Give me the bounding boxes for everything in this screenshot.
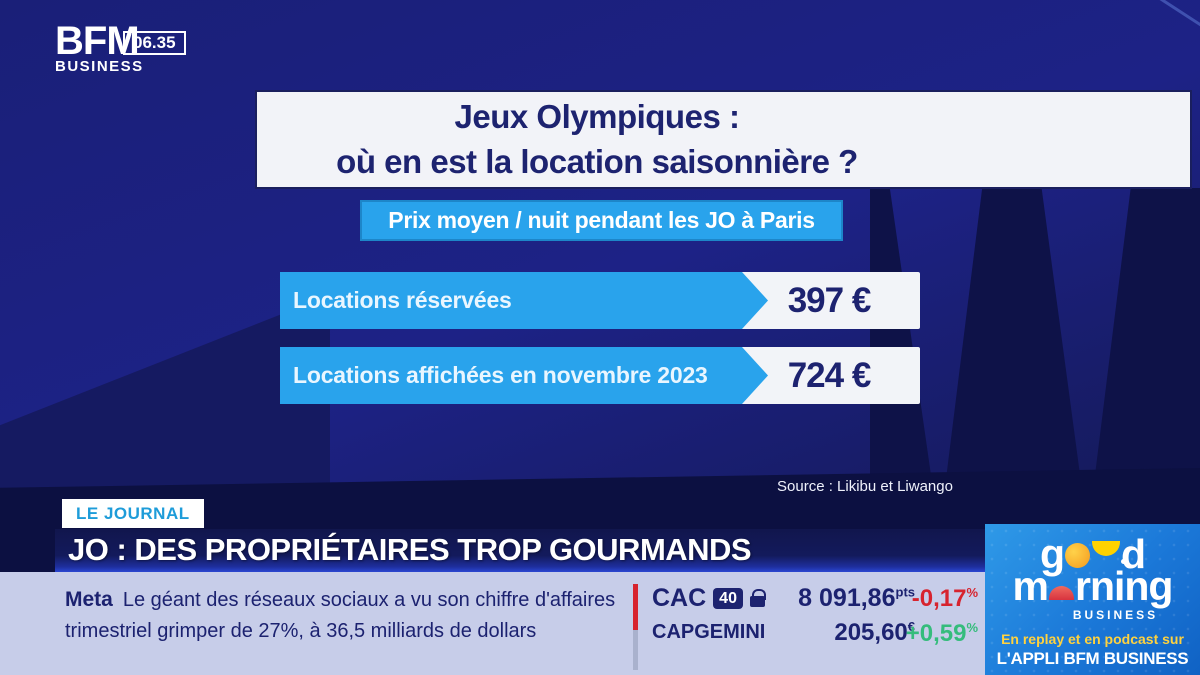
index-value-number: 8 091,86	[798, 584, 896, 612]
index-change-negative: -0,17%	[893, 585, 978, 613]
logo-letter: d	[1121, 531, 1146, 577]
logo-line-morning: m rning	[985, 562, 1200, 609]
studio-backdrop-streak	[1061, 0, 1200, 90]
ticker-story-label: Meta	[65, 588, 113, 611]
ticker-story-line1: Le géant des réseaux sociaux a vu son ch…	[122, 589, 616, 611]
index-value: 8 091,86pts	[750, 584, 915, 613]
infographic-title: Jeux Olympiques : où en est la location …	[257, 95, 937, 184]
infographic-title-line1: Jeux Olympiques :	[454, 97, 740, 135]
bar-label: Locations affichées en novembre 2023	[280, 347, 768, 404]
channel-logo-business: BUSINESS	[55, 58, 144, 75]
market-divider-red	[633, 584, 638, 630]
logo-letters: rning	[1074, 562, 1173, 609]
infographic-title-line2: où en est la location saisonnière ?	[336, 142, 858, 180]
stock-value: 205,60€	[750, 619, 915, 647]
index-change-number: -0,17	[911, 585, 967, 612]
orange-sun-icon	[1065, 543, 1090, 568]
market-divider-grey	[633, 630, 638, 670]
bar-label: Locations réservées	[280, 272, 768, 329]
stock-change-number: +0,59	[905, 620, 967, 647]
logo-letter: g	[1039, 531, 1065, 577]
infographic-subtitle: Prix moyen / nuit pendant les JO à Paris	[360, 200, 843, 241]
yellow-smile-icon	[1092, 541, 1126, 564]
bar-value: 724 €	[738, 347, 920, 404]
bar-value: 397 €	[738, 272, 920, 329]
lock-icon	[749, 589, 767, 607]
percent-sign: %	[966, 585, 978, 600]
index-value-unit: pts	[895, 584, 916, 600]
stock-value-number: 205,60	[834, 619, 908, 646]
infographic-title-box: Jeux Olympiques : où en est la location …	[255, 90, 1192, 189]
percent-sign: %	[966, 620, 978, 635]
logo-business-word: BUSINESS	[1072, 608, 1159, 623]
program-kicker: LE JOURNAL	[62, 499, 204, 528]
logo-letter: m	[1012, 562, 1049, 609]
ticker-story-line2: trimestriel grimper de 27%, à 36,5 milli…	[65, 620, 537, 642]
ticker-story: Meta Le géant des réseaux sociaux a vu so…	[65, 584, 625, 647]
index-badge-40: 40	[713, 588, 743, 609]
source-credit: Source : Likibu et Liwango	[777, 478, 953, 495]
red-dome-icon	[1048, 585, 1074, 600]
clock: 06.35	[123, 31, 186, 55]
headline-banner: JO : DES PROPRIÉTAIRES TROP GOURMANDS	[55, 529, 985, 572]
promo-replay-text: En replay et en podcast sur	[1001, 631, 1184, 648]
promo-app-text: L'APPLI BFM BUSINESS	[996, 649, 1189, 669]
market-divider	[633, 584, 638, 670]
index-name: CAC	[652, 584, 707, 612]
stock-change-positive: +0,59%	[893, 620, 978, 648]
market-row-capgemini: CAPGEMINI	[652, 621, 766, 643]
market-row-cac: CAC 40	[652, 584, 767, 613]
stock-value-unit: €	[907, 619, 915, 634]
